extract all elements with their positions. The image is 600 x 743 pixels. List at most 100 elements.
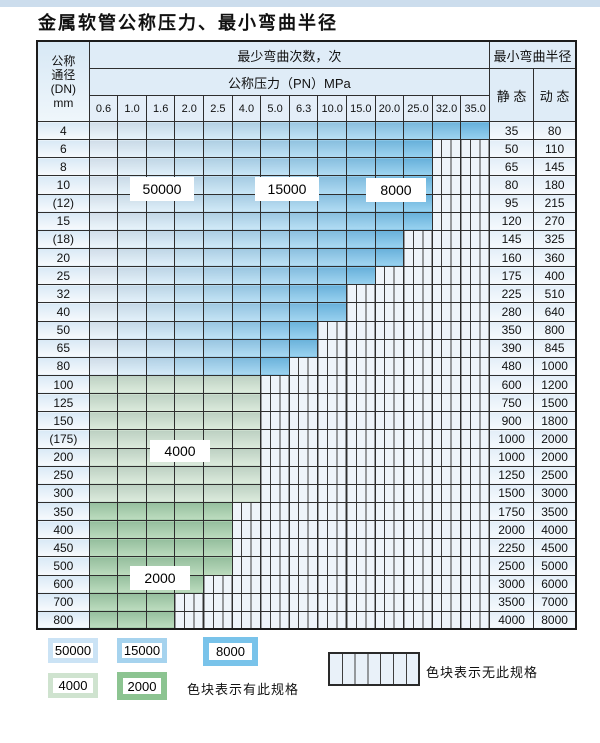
pn-cell [88, 447, 119, 467]
pn-cell [260, 538, 290, 558]
pn-cell [88, 610, 119, 630]
pn-cell [203, 501, 233, 522]
pn-cell [317, 610, 348, 630]
pn-cell [260, 356, 290, 376]
table-row: 100 600 1200 [36, 374, 577, 395]
pn-cell [403, 393, 433, 413]
pn-cell [88, 302, 119, 322]
pn-cell [288, 302, 319, 322]
pn-cell [203, 592, 233, 612]
pn-cell [260, 266, 290, 286]
pn-cell [88, 338, 119, 358]
pn-cell [288, 193, 319, 213]
pn-cell [174, 411, 205, 431]
pn-cell [260, 501, 290, 522]
pn-cell [260, 483, 290, 503]
pn-cell [174, 120, 205, 141]
pn-cell [117, 483, 147, 503]
table-row: 4 35 80 [36, 120, 577, 141]
table-row: 50 350 800 [36, 320, 577, 340]
table-row: 25 175 400 [36, 266, 577, 286]
dn-cell: 250 [36, 465, 90, 485]
pn-cell [460, 374, 491, 395]
pn-cell [260, 592, 290, 612]
pn-cell [403, 610, 433, 630]
pn-cell [346, 284, 376, 304]
pn-cell [203, 538, 233, 558]
pn-cell [460, 610, 491, 630]
pn-cell [203, 393, 233, 413]
pn-cell [346, 393, 376, 413]
pn-cell [431, 538, 462, 558]
dynamic-radius-cell: 110 [533, 139, 577, 159]
pn-cell [346, 429, 376, 449]
pn-cell [88, 520, 119, 540]
pn-cell [174, 338, 205, 358]
legend-swatch-50000: 50000 [48, 638, 98, 663]
pn-cell [174, 447, 205, 467]
pn-cell [203, 229, 233, 249]
pn-cell [260, 447, 290, 467]
pn-cell [231, 574, 262, 594]
pn-cell [117, 229, 147, 249]
pn-cell [145, 247, 176, 268]
pn-cell [203, 447, 233, 467]
pn-cell [288, 139, 319, 159]
pn-cell [174, 520, 205, 540]
pn-cell [174, 229, 205, 249]
pn-cell [145, 610, 176, 630]
dn-cell: 300 [36, 483, 90, 503]
pn-cell [174, 157, 205, 177]
pn-cell [403, 302, 433, 322]
pn-cell [403, 556, 433, 576]
static-radius-cell: 600 [489, 374, 535, 395]
pn-cell [317, 247, 348, 268]
pn-cell [346, 501, 376, 522]
pn-cell [203, 356, 233, 376]
pn-cell [431, 520, 462, 540]
pn-cell [231, 139, 262, 159]
pn-cell [288, 211, 319, 231]
table-row: (175) 1000 2000 [36, 429, 577, 449]
dynamic-radius-cell: 7000 [533, 592, 577, 612]
pn-cell [174, 592, 205, 612]
pn-cell [403, 338, 433, 358]
pn-cell [403, 266, 433, 286]
pn-cell [88, 538, 119, 558]
pn-cell [403, 447, 433, 467]
pn-cell [460, 211, 491, 231]
pn-cell [174, 356, 205, 376]
pn-cell [88, 229, 119, 249]
pn-cell [346, 175, 376, 195]
pn-cell [203, 211, 233, 231]
table-row: 65 390 845 [36, 338, 577, 358]
pn-cell [403, 356, 433, 376]
pn-column-header: 25.0 [403, 95, 433, 122]
pn-cell [231, 374, 262, 395]
dynamic-radius-cell: 4000 [533, 520, 577, 540]
pn-cell [260, 520, 290, 540]
static-radius-cell: 1750 [489, 501, 535, 522]
table-row: 500 2500 5000 [36, 556, 577, 576]
pn-cell [460, 247, 491, 268]
dynamic-radius-cell: 2500 [533, 465, 577, 485]
dynamic-radius-cell: 215 [533, 193, 577, 213]
pn-cell [117, 139, 147, 159]
pn-cell [431, 483, 462, 503]
pn-cell [346, 483, 376, 503]
pn-cell [145, 556, 176, 576]
pn-cell [374, 284, 405, 304]
static-radius-cell: 65 [489, 157, 535, 177]
pn-cell [403, 411, 433, 431]
pn-cell [460, 284, 491, 304]
dn-cell: (175) [36, 429, 90, 449]
pn-cell [317, 592, 348, 612]
table-row: 80 480 1000 [36, 356, 577, 376]
pn-cell [260, 120, 290, 141]
pn-cell [346, 320, 376, 340]
pn-cell [231, 193, 262, 213]
dynamic-radius-cell: 510 [533, 284, 577, 304]
pn-cell [145, 157, 176, 177]
pn-column-header: 2.5 [203, 95, 233, 122]
pn-cell [288, 175, 319, 195]
